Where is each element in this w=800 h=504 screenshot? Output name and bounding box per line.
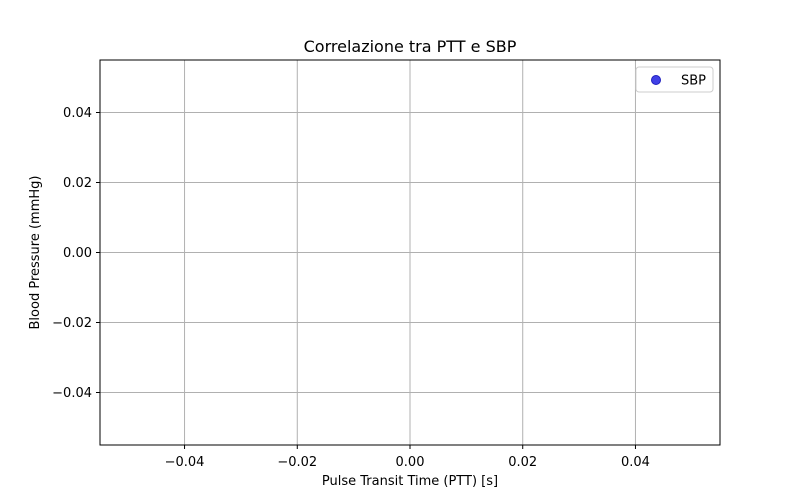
chart-title: Correlazione tra PTT e SBP <box>304 37 517 56</box>
x-tick-label: −0.04 <box>165 455 205 470</box>
x-axis-ticks: −0.04 −0.02 0.00 0.02 0.04 <box>165 445 650 470</box>
x-axis-label: Pulse Transit Time (PTT) [s] <box>322 474 498 489</box>
y-tick-label: 0.00 <box>63 246 92 261</box>
legend-label-sbp: SBP <box>681 74 706 89</box>
y-axis-ticks: 0.04 0.02 0.00 −0.02 −0.04 <box>52 106 100 401</box>
legend-box <box>635 66 714 93</box>
y-tick-label: 0.02 <box>63 176 92 191</box>
x-tick-label: 0.00 <box>396 455 425 470</box>
legend: SBP <box>635 66 714 93</box>
legend-marker-sbp <box>651 75 661 85</box>
y-tick-label: −0.02 <box>52 316 92 331</box>
y-axis-label: Blood Pressure (mmHg) <box>28 176 43 330</box>
grid-lines <box>100 60 720 445</box>
x-tick-label: 0.04 <box>621 455 650 470</box>
x-tick-label: 0.02 <box>508 455 537 470</box>
x-tick-label: −0.02 <box>277 455 317 470</box>
y-tick-label: 0.04 <box>63 106 92 121</box>
y-tick-label: −0.04 <box>52 386 92 401</box>
